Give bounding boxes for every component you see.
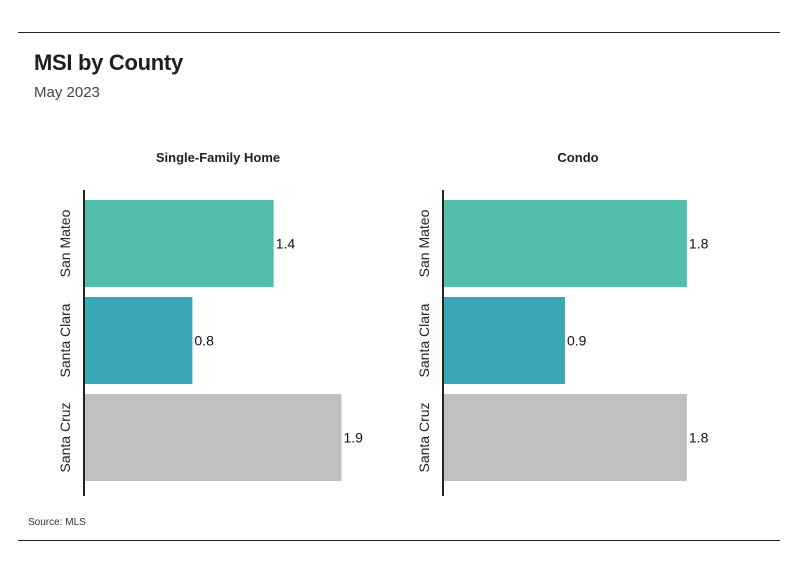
single-family-category-label-santa-cruz: Santa Cruz — [57, 402, 73, 472]
condo-category-label-santa-clara: Santa Clara — [416, 303, 432, 377]
single-family-panel-title: Single-Family Home — [156, 150, 280, 165]
bottom-rule — [18, 540, 780, 541]
condo-bar-santa-clara — [443, 297, 565, 384]
single-family-value-label-santa-cruz: 1.9 — [343, 430, 363, 446]
chart-subtitle: May 2023 — [34, 84, 100, 101]
source-note: Source: MLS — [28, 517, 86, 528]
condo-value-label-san-mateo: 1.8 — [689, 236, 709, 252]
condo-bar-san-mateo — [443, 200, 687, 287]
condo-bar-santa-cruz — [443, 394, 687, 481]
single-family-bar-san-mateo — [84, 200, 274, 287]
top-rule — [18, 32, 780, 33]
single-family-category-label-san-mateo: San Mateo — [57, 209, 73, 277]
condo-category-label-santa-cruz: Santa Cruz — [416, 402, 432, 472]
condo-category-label-san-mateo: San Mateo — [416, 209, 432, 277]
single-family-category-label-santa-clara: Santa Clara — [57, 303, 73, 377]
condo-value-label-santa-cruz: 1.8 — [689, 430, 709, 446]
condo-value-label-santa-clara: 0.9 — [567, 333, 587, 349]
condo-panel-title: Condo — [557, 150, 598, 165]
chart-title: MSI by County — [34, 50, 183, 75]
single-family-bar-santa-cruz — [84, 394, 342, 481]
single-family-value-label-san-mateo: 1.4 — [276, 236, 296, 252]
single-family-value-label-santa-clara: 0.8 — [194, 333, 214, 349]
single-family-bar-santa-clara — [84, 297, 193, 384]
